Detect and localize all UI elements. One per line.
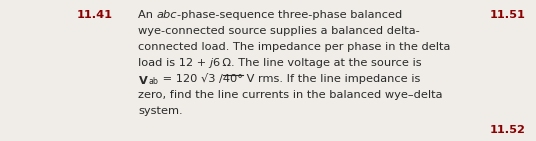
Text: system.: system. xyxy=(138,106,183,116)
Text: connected load. The impedance per phase in the delta: connected load. The impedance per phase … xyxy=(138,42,450,52)
Text: load is 12 +: load is 12 + xyxy=(138,58,210,68)
Text: -phase-sequence three-phase balanced: -phase-sequence three-phase balanced xyxy=(177,10,403,20)
Text: 11.51: 11.51 xyxy=(490,10,526,20)
Text: wye-connected source supplies a balanced delta-: wye-connected source supplies a balanced… xyxy=(138,26,420,36)
Text: 11.52: 11.52 xyxy=(490,125,526,135)
Text: abc: abc xyxy=(157,10,177,20)
Text: 6 Ω. The line voltage at the source is: 6 Ω. The line voltage at the source is xyxy=(213,58,421,68)
Text: /40°: /40° xyxy=(219,74,243,84)
Text: 11.41: 11.41 xyxy=(77,10,113,20)
Text: $\mathbf{V}$: $\mathbf{V}$ xyxy=(138,74,149,86)
Text: = 120 √3: = 120 √3 xyxy=(159,74,219,84)
Text: zero, find the line currents in the balanced wye–delta: zero, find the line currents in the bala… xyxy=(138,90,443,100)
Text: V rms. If the line impedance is: V rms. If the line impedance is xyxy=(243,74,420,84)
Text: j: j xyxy=(210,58,213,68)
Text: /: / xyxy=(0,140,1,141)
Text: An: An xyxy=(138,10,157,20)
Text: ab: ab xyxy=(149,77,159,86)
